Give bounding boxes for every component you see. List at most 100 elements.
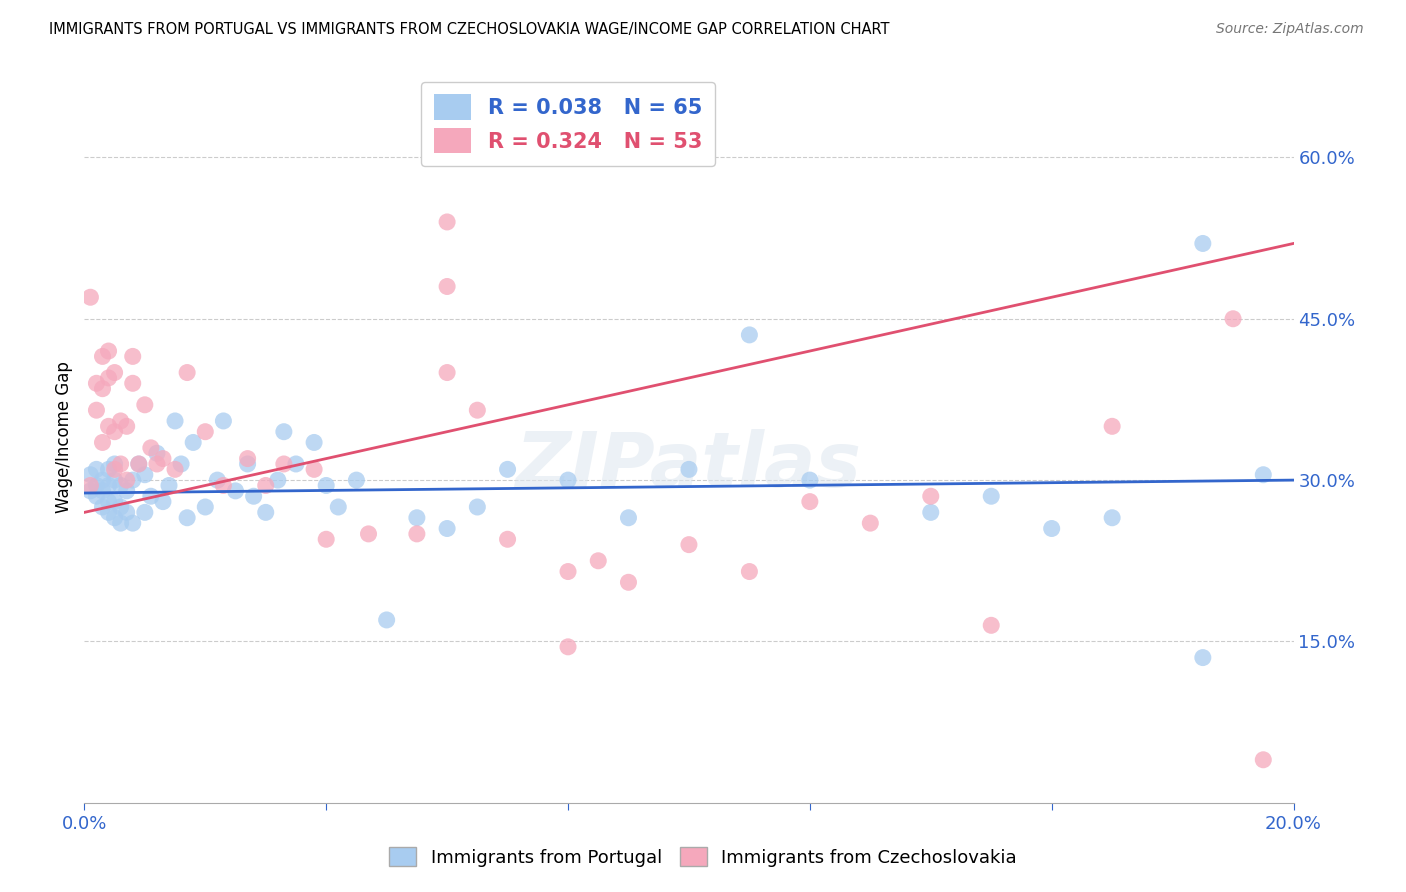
Point — [406, 527, 429, 541]
Point — [104, 457, 127, 471]
Point — [557, 640, 579, 654]
Point — [91, 483, 114, 498]
Point — [181, 435, 204, 450]
Point — [1253, 753, 1275, 767]
Point — [617, 575, 640, 590]
Point — [115, 473, 138, 487]
Point — [467, 500, 489, 514]
Point — [799, 494, 821, 508]
Point — [104, 366, 127, 380]
Point — [285, 457, 308, 471]
Point — [467, 403, 489, 417]
Point — [1253, 467, 1275, 482]
Point — [110, 457, 132, 471]
Point — [146, 446, 169, 460]
Point — [375, 613, 398, 627]
Point — [254, 478, 277, 492]
Point — [617, 510, 640, 524]
Point — [557, 565, 579, 579]
Point — [980, 618, 1002, 632]
Point — [110, 516, 132, 530]
Point — [1192, 236, 1215, 251]
Point — [859, 516, 882, 530]
Point — [146, 457, 169, 471]
Legend: R = 0.038   N = 65, R = 0.324   N = 53: R = 0.038 N = 65, R = 0.324 N = 53 — [422, 82, 714, 166]
Point — [110, 478, 132, 492]
Point — [328, 500, 350, 514]
Point — [194, 500, 217, 514]
Point — [496, 533, 519, 547]
Point — [315, 478, 337, 492]
Point — [1192, 650, 1215, 665]
Point — [1222, 311, 1244, 326]
Point — [97, 478, 120, 492]
Point — [86, 489, 108, 503]
Point — [920, 505, 942, 519]
Point — [302, 462, 325, 476]
Point — [920, 489, 942, 503]
Point — [91, 350, 114, 364]
Point — [980, 489, 1002, 503]
Point — [436, 366, 458, 380]
Point — [496, 462, 519, 476]
Point — [97, 494, 120, 508]
Point — [436, 521, 458, 535]
Y-axis label: Wage/Income Gap: Wage/Income Gap — [55, 361, 73, 513]
Point — [115, 505, 138, 519]
Legend: Immigrants from Portugal, Immigrants from Czechoslovakia: Immigrants from Portugal, Immigrants fro… — [382, 840, 1024, 874]
Point — [121, 516, 143, 530]
Point — [557, 473, 579, 487]
Point — [139, 441, 162, 455]
Point — [302, 435, 325, 450]
Point — [134, 505, 156, 519]
Point — [157, 478, 180, 492]
Point — [212, 414, 235, 428]
Point — [104, 510, 127, 524]
Point — [799, 473, 821, 487]
Point — [176, 510, 198, 524]
Point — [357, 527, 380, 541]
Point — [97, 344, 120, 359]
Point — [588, 554, 610, 568]
Point — [165, 414, 187, 428]
Point — [110, 500, 132, 514]
Point — [79, 483, 101, 498]
Point — [165, 462, 187, 476]
Point — [236, 457, 259, 471]
Point — [110, 414, 132, 428]
Point — [242, 489, 264, 503]
Point — [170, 457, 193, 471]
Point — [273, 425, 295, 439]
Point — [121, 350, 143, 364]
Point — [678, 538, 700, 552]
Point — [194, 425, 217, 439]
Point — [176, 366, 198, 380]
Point — [79, 467, 101, 482]
Point — [236, 451, 259, 466]
Point — [97, 371, 120, 385]
Point — [254, 505, 277, 519]
Point — [134, 467, 156, 482]
Point — [273, 457, 295, 471]
Point — [86, 376, 108, 391]
Text: ZIPatlas: ZIPatlas — [516, 429, 862, 503]
Point — [97, 505, 120, 519]
Point — [79, 478, 101, 492]
Point — [86, 403, 108, 417]
Point — [86, 462, 108, 476]
Point — [152, 494, 174, 508]
Text: Source: ZipAtlas.com: Source: ZipAtlas.com — [1216, 22, 1364, 37]
Point — [91, 500, 114, 514]
Point — [436, 215, 458, 229]
Point — [121, 473, 143, 487]
Point — [436, 279, 458, 293]
Point — [91, 473, 114, 487]
Point — [121, 376, 143, 391]
Point — [315, 533, 337, 547]
Point — [212, 478, 235, 492]
Point — [104, 425, 127, 439]
Point — [678, 462, 700, 476]
Point — [104, 462, 127, 476]
Point — [139, 489, 162, 503]
Point — [1101, 510, 1123, 524]
